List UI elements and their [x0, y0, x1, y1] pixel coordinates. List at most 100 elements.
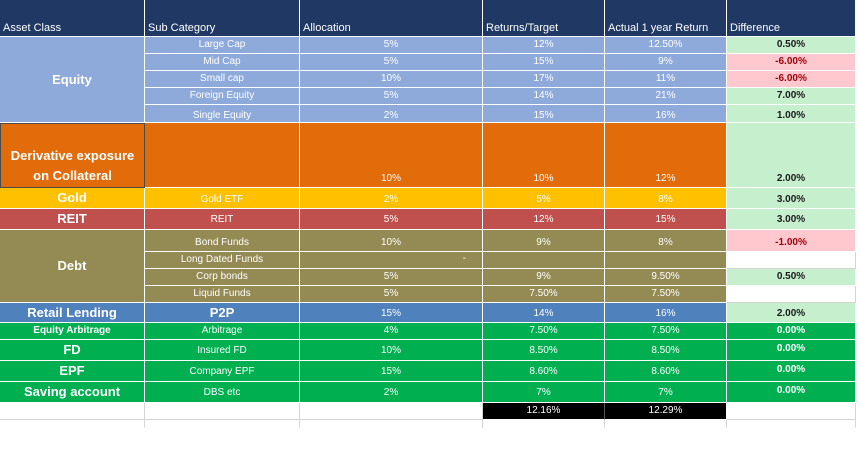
cell-target-gold-etf[interactable]: 5%	[483, 188, 605, 209]
cell-target-mid-cap[interactable]: 15%	[483, 54, 605, 71]
cell-diff-bond-funds[interactable]: -1.00%	[727, 230, 856, 252]
cell-target-small-cap[interactable]: 17%	[483, 71, 605, 88]
cell-sub-dbs[interactable]: DBS etc	[145, 382, 300, 403]
cell-target-bond-funds[interactable]: 9%	[483, 230, 605, 252]
cell-blank-4[interactable]	[483, 420, 605, 428]
cell-actual-large-cap[interactable]: 12.50%	[605, 37, 727, 54]
cell-sub-derivative[interactable]	[145, 123, 300, 188]
group-saving-account[interactable]: Saving account	[0, 382, 145, 403]
group-equity-arbitrage[interactable]: Equity Arbitrage	[0, 323, 145, 340]
cell-blank-6[interactable]	[727, 420, 856, 428]
cell-diff-mid-cap[interactable]: -6.00%	[727, 54, 856, 71]
cell-sub-small-cap[interactable]: Small cap	[145, 71, 300, 88]
group-equity[interactable]: Equity	[0, 37, 145, 123]
cell-sub-reit[interactable]: REIT	[145, 209, 300, 230]
header-allocation[interactable]: Allocation	[300, 0, 483, 37]
cell-diff-large-cap[interactable]: 0.50%	[727, 37, 856, 54]
cell-alloc-mid-cap[interactable]: 5%	[300, 54, 483, 71]
cell-actual-liquid-funds[interactable]: 7.50%	[605, 286, 727, 303]
cell-target-reit[interactable]: 12%	[483, 209, 605, 230]
cell-diff-p2p[interactable]: 2.00%	[727, 303, 856, 323]
header-actual-return[interactable]: Actual 1 year Return	[605, 0, 727, 37]
cell-actual-corp-bonds[interactable]: 9.50%	[605, 269, 727, 286]
cell-total-empty-3[interactable]	[300, 403, 483, 420]
cell-target-long-dated[interactable]	[483, 252, 605, 269]
cell-target-insured-fd[interactable]: 8.50%	[483, 340, 605, 361]
cell-blank-3[interactable]	[300, 420, 483, 428]
cell-alloc-insured-fd[interactable]: 10%	[300, 340, 483, 361]
cell-target-corp-bonds[interactable]: 9%	[483, 269, 605, 286]
cell-sub-insured-fd[interactable]: Insured FD	[145, 340, 300, 361]
cell-diff-long-dated[interactable]	[727, 252, 856, 269]
group-fd[interactable]: FD	[0, 340, 145, 361]
cell-actual-insured-fd[interactable]: 8.50%	[605, 340, 727, 361]
cell-target-dbs[interactable]: 7%	[483, 382, 605, 403]
cell-actual-p2p[interactable]: 16%	[605, 303, 727, 323]
cell-total-actual[interactable]: 12.29%	[605, 403, 727, 420]
cell-diff-foreign-equity[interactable]: 7.00%	[727, 88, 856, 105]
cell-alloc-small-cap[interactable]: 10%	[300, 71, 483, 88]
header-sub-category[interactable]: Sub Category	[145, 0, 300, 37]
cell-sub-long-dated[interactable]: Long Dated Funds	[145, 252, 300, 269]
cell-diff-small-cap[interactable]: -6.00%	[727, 71, 856, 88]
group-derivative[interactable]: Derivative exposure on Collateral	[0, 123, 145, 188]
cell-blank-2[interactable]	[145, 420, 300, 428]
cell-alloc-derivative[interactable]: 10%	[300, 123, 483, 188]
cell-alloc-company-epf[interactable]: 15%	[300, 361, 483, 382]
cell-sub-large-cap[interactable]: Large Cap	[145, 37, 300, 54]
cell-target-foreign-equity[interactable]: 14%	[483, 88, 605, 105]
cell-blank-5[interactable]	[605, 420, 727, 428]
cell-target-p2p[interactable]: 14%	[483, 303, 605, 323]
cell-diff-gold-etf[interactable]: 3.00%	[727, 188, 856, 209]
cell-target-arbitrage[interactable]: 7.50%	[483, 323, 605, 340]
cell-sub-arbitrage[interactable]: Arbitrage	[145, 323, 300, 340]
cell-sub-company-epf[interactable]: Company EPF	[145, 361, 300, 382]
cell-alloc-bond-funds[interactable]: 10%	[300, 230, 483, 252]
cell-total-target[interactable]: 12.16%	[483, 403, 605, 420]
cell-sub-foreign-equity[interactable]: Foreign Equity	[145, 88, 300, 105]
cell-diff-derivative[interactable]: 2.00%	[727, 123, 856, 188]
cell-diff-corp-bonds[interactable]: 0.50%	[727, 269, 856, 286]
cell-actual-bond-funds[interactable]: 8%	[605, 230, 727, 252]
group-debt[interactable]: Debt	[0, 230, 145, 303]
cell-actual-derivative[interactable]: 12%	[605, 123, 727, 188]
cell-alloc-arbitrage[interactable]: 4%	[300, 323, 483, 340]
cell-alloc-long-dated[interactable]: -	[300, 252, 483, 269]
cell-target-liquid-funds[interactable]: 7.50%	[483, 286, 605, 303]
cell-actual-company-epf[interactable]: 8.60%	[605, 361, 727, 382]
cell-diff-dbs[interactable]: 0.00%	[727, 382, 856, 403]
group-epf[interactable]: EPF	[0, 361, 145, 382]
cell-alloc-gold-etf[interactable]: 2%	[300, 188, 483, 209]
group-gold[interactable]: Gold	[0, 188, 145, 209]
header-difference[interactable]: Difference	[727, 0, 856, 37]
cell-diff-reit[interactable]: 3.00%	[727, 209, 856, 230]
cell-alloc-large-cap[interactable]: 5%	[300, 37, 483, 54]
header-returns-target[interactable]: Returns/Target	[483, 0, 605, 37]
cell-total-empty-4[interactable]	[727, 403, 856, 420]
cell-actual-arbitrage[interactable]: 7.50%	[605, 323, 727, 340]
cell-diff-arbitrage[interactable]: 0.00%	[727, 323, 856, 340]
cell-alloc-foreign-equity[interactable]: 5%	[300, 88, 483, 105]
cell-sub-p2p[interactable]: P2P	[145, 303, 300, 323]
cell-actual-mid-cap[interactable]: 9%	[605, 54, 727, 71]
cell-blank-1[interactable]	[0, 420, 145, 428]
header-asset-class[interactable]: Asset Class	[0, 0, 145, 37]
group-retail-lending[interactable]: Retail Lending	[0, 303, 145, 323]
cell-actual-long-dated[interactable]	[605, 252, 727, 269]
cell-sub-single-equity[interactable]: Single Equity	[145, 105, 300, 123]
cell-sub-corp-bonds[interactable]: Corp bonds	[145, 269, 300, 286]
cell-target-derivative[interactable]: 10%	[483, 123, 605, 188]
cell-target-single-equity[interactable]: 15%	[483, 105, 605, 123]
cell-alloc-dbs[interactable]: 2%	[300, 382, 483, 403]
cell-actual-foreign-equity[interactable]: 21%	[605, 88, 727, 105]
cell-target-company-epf[interactable]: 8.60%	[483, 361, 605, 382]
cell-alloc-single-equity[interactable]: 2%	[300, 105, 483, 123]
cell-diff-insured-fd[interactable]: 0.00%	[727, 340, 856, 361]
cell-diff-company-epf[interactable]: 0.00%	[727, 361, 856, 382]
cell-actual-reit[interactable]: 15%	[605, 209, 727, 230]
cell-total-empty-1[interactable]	[0, 403, 145, 420]
cell-total-empty-2[interactable]	[145, 403, 300, 420]
cell-actual-dbs[interactable]: 7%	[605, 382, 727, 403]
cell-target-large-cap[interactable]: 12%	[483, 37, 605, 54]
cell-alloc-reit[interactable]: 5%	[300, 209, 483, 230]
